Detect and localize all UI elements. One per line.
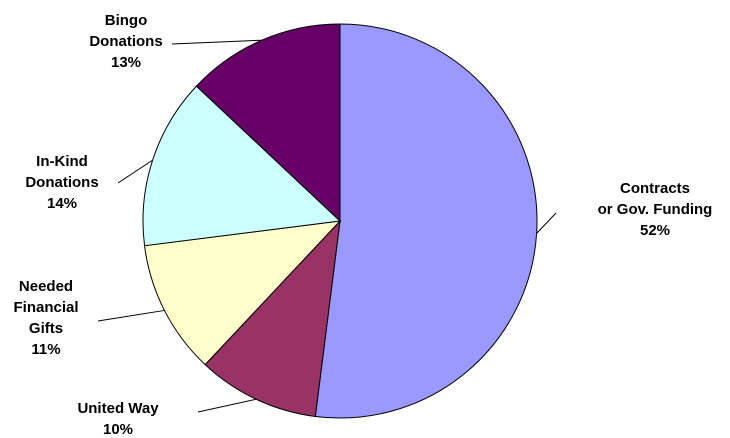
leader-line-4 — [171, 39, 262, 45]
leader-line-0 — [536, 212, 557, 234]
slice-label-1: United Way 10% — [77, 400, 159, 438]
slice-label-0: Contracts or Gov. Funding 52% — [598, 180, 713, 239]
leader-line-1 — [197, 398, 257, 413]
leader-line-2 — [97, 309, 165, 322]
pie-slice-0 — [314, 23, 538, 419]
slice-label-4: Bingo Donations 13% — [89, 12, 162, 71]
pie-slices — [142, 23, 538, 419]
slice-labels: Contracts or Gov. Funding 52% United Way 10%… — [13, 12, 712, 438]
slice-label-2: Needed Financial Gifts 11% — [13, 278, 78, 358]
pie-slice-1 — [204, 219, 341, 418]
leader-lines — [97, 39, 557, 413]
slice-label-3: In-Kind Donations 14% — [25, 153, 98, 212]
leader-line-3 — [117, 159, 153, 184]
pie-slice-3 — [142, 85, 342, 247]
